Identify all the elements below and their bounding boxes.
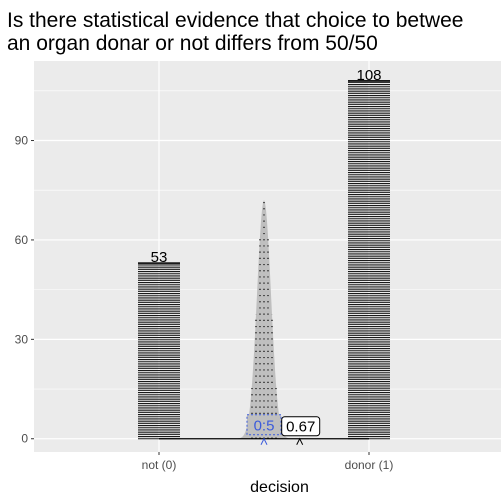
chart-title-line-1: Is there statistical evidence that choic… [7,9,464,32]
bar [138,262,180,440]
null-value-marker: 0:5 [246,414,282,445]
observed-value-marker: 0.67 [281,416,321,445]
bar-value-label: 53 [151,249,168,266]
null-distribution-area [236,200,292,439]
x-axis-title: decision [250,479,309,496]
y-tick-label: 90 [15,134,29,148]
null-value-label: 0:5 [254,418,275,435]
observed-value-caret [296,437,304,445]
observed-value-box [281,416,321,437]
x-tick-label: donor (1) [345,458,394,472]
observed-value-label: 0.67 [286,419,315,436]
bar [348,79,390,440]
y-tick-label: 0 [21,432,28,446]
null-value-box [246,414,282,436]
y-tick-label: 60 [15,233,29,247]
y-tick-label: 30 [15,332,29,346]
chart-title-line-2: an organ donar or not differs from 50/50 [7,32,378,55]
null-value-caret [260,437,268,445]
x-tick-label: not (0) [142,458,177,472]
bar-value-label: 108 [356,67,381,84]
